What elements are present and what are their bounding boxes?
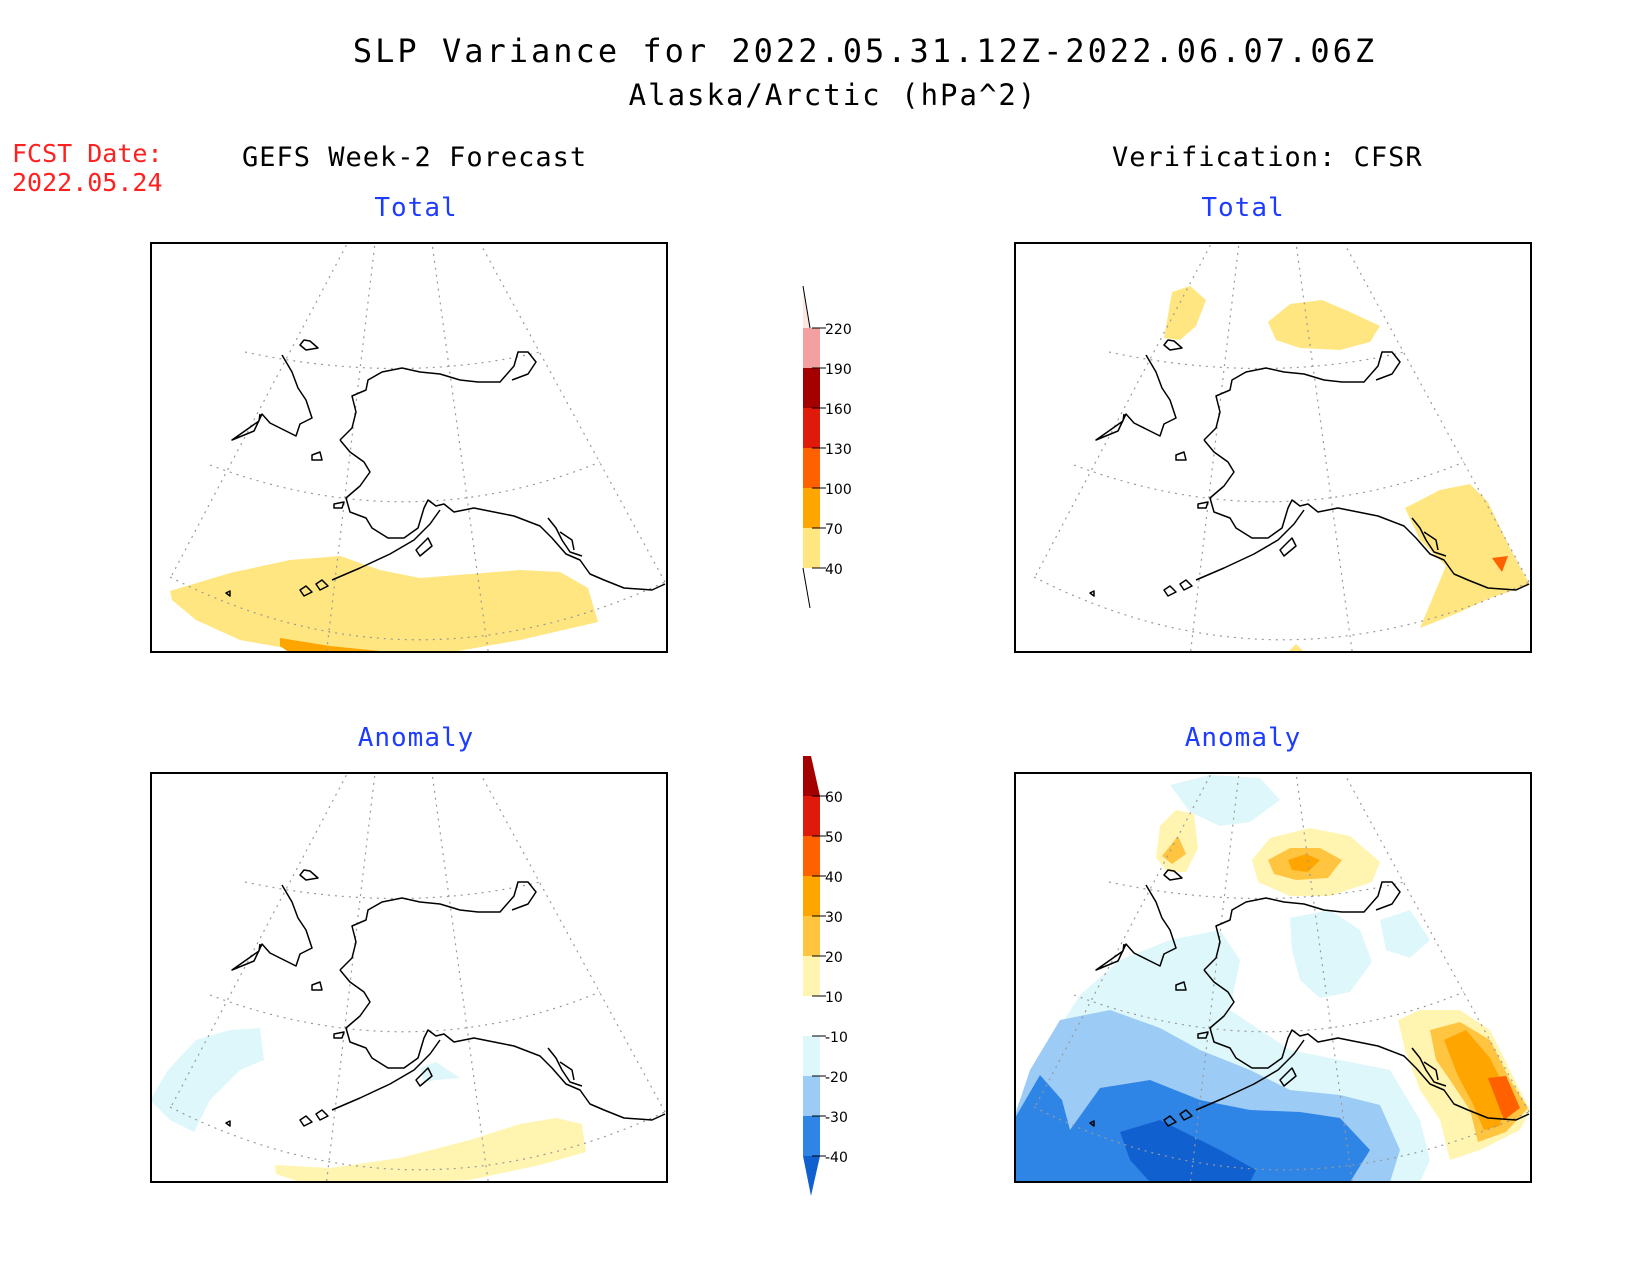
contour-40 <box>1268 300 1380 350</box>
verification-column-title: Verification: CFSR <box>1112 142 1423 173</box>
colorbar-bin <box>803 1036 820 1076</box>
map-verification-total <box>1014 242 1532 653</box>
contour-40 <box>170 556 598 652</box>
colorbar-bin <box>803 328 820 368</box>
colorbar-bin <box>803 448 820 488</box>
contour-40 <box>1405 484 1530 628</box>
chart-title: SLP Variance for 2022.05.31.12Z-2022.06.… <box>352 32 1378 70</box>
chart-subtitle: Alaska/Arctic (hPa^2) <box>628 78 1038 112</box>
panel-title-verification-anomaly: Anomaly <box>1184 723 1302 753</box>
colorbar-bin <box>803 488 820 528</box>
colorbar-tick-label: 40 <box>825 562 843 578</box>
colorbar-tick-label: -20 <box>825 1070 848 1086</box>
contour-40 <box>1488 1076 1520 1120</box>
colorbar-tick-label: 70 <box>825 522 843 538</box>
contour-20 <box>1162 836 1186 864</box>
contour-minus-10 <box>1170 775 1280 826</box>
forecast-column-title: GEFS Week-2 Forecast <box>242 142 588 173</box>
panel-title-forecast-anomaly: Anomaly <box>357 723 475 753</box>
colorbar-bin <box>803 836 820 876</box>
colorbar-bottom-cap <box>803 1156 820 1196</box>
colorbar-tick-label: 190 <box>825 362 852 378</box>
map-frame <box>1014 772 1532 1183</box>
colorbar-bin <box>803 796 820 836</box>
colorbar-tick-label: -40 <box>825 1150 848 1166</box>
colorbar-bin <box>803 528 820 568</box>
panel-title-verification-total: Total <box>1201 193 1285 223</box>
colorbar-tick-label: 220 <box>825 322 852 338</box>
contour-minus-10 <box>1290 910 1372 998</box>
colorbar-bin <box>803 1116 820 1156</box>
contour-minus-10 <box>420 1062 460 1082</box>
contour-70 <box>280 638 390 652</box>
contour-minus-40 <box>1120 1120 1256 1182</box>
contour-minus-10 <box>1380 910 1430 958</box>
contour-30 <box>1444 1030 1506 1130</box>
colorbar-bin <box>803 368 820 408</box>
fcst-date-label: FCST Date: <box>12 139 163 168</box>
colorbar-bin <box>803 996 820 1036</box>
colorbar-tick-label: -30 <box>825 1110 848 1126</box>
colorbar-bin <box>803 408 820 448</box>
colorbar-bin <box>803 916 820 956</box>
contour-minus-30 <box>1015 1075 1370 1182</box>
contour-30 <box>1288 854 1320 872</box>
map-frame <box>1014 242 1532 653</box>
contour-40 <box>1288 644 1304 652</box>
contour-40 <box>1164 286 1206 340</box>
colorbar-anomaly: 60 50 40 30 20 10 -10 -20 -30 -40 <box>803 756 848 1196</box>
colorbar-bin <box>803 956 820 996</box>
map-frame <box>150 242 668 653</box>
contour-10 <box>275 1118 586 1182</box>
colorbar-bin <box>803 876 820 916</box>
colorbar-tick-label: 10 <box>825 990 843 1006</box>
colorbar-tick-label: 30 <box>825 910 843 926</box>
map-verification-anomaly <box>1014 772 1532 1183</box>
contour-minus-10 <box>151 1028 264 1132</box>
colorbar-tick-label: 20 <box>825 950 843 966</box>
fcst-date-value: 2022.05.24 <box>12 168 163 197</box>
map-frame <box>150 772 668 1183</box>
map-forecast-total <box>150 242 668 653</box>
colorbar-total: 220 190 160 130 100 70 40 <box>802 285 852 609</box>
colorbar-tick-label: 40 <box>825 870 843 886</box>
colorbar-tick-label: 60 <box>825 790 843 806</box>
colorbar-tick-label: 100 <box>825 482 852 498</box>
colorbar-tick-label: -10 <box>825 1030 848 1046</box>
colorbar-top-cap <box>803 756 820 796</box>
contour-100 <box>1492 556 1508 572</box>
map-forecast-anomaly <box>150 772 668 1183</box>
colorbar-tick-label: 130 <box>825 442 852 458</box>
colorbar-tick-label: 50 <box>825 830 843 846</box>
colorbar-bin <box>803 1076 820 1116</box>
colorbar-tick-label: 160 <box>825 402 852 418</box>
panel-title-forecast-total: Total <box>374 193 458 223</box>
